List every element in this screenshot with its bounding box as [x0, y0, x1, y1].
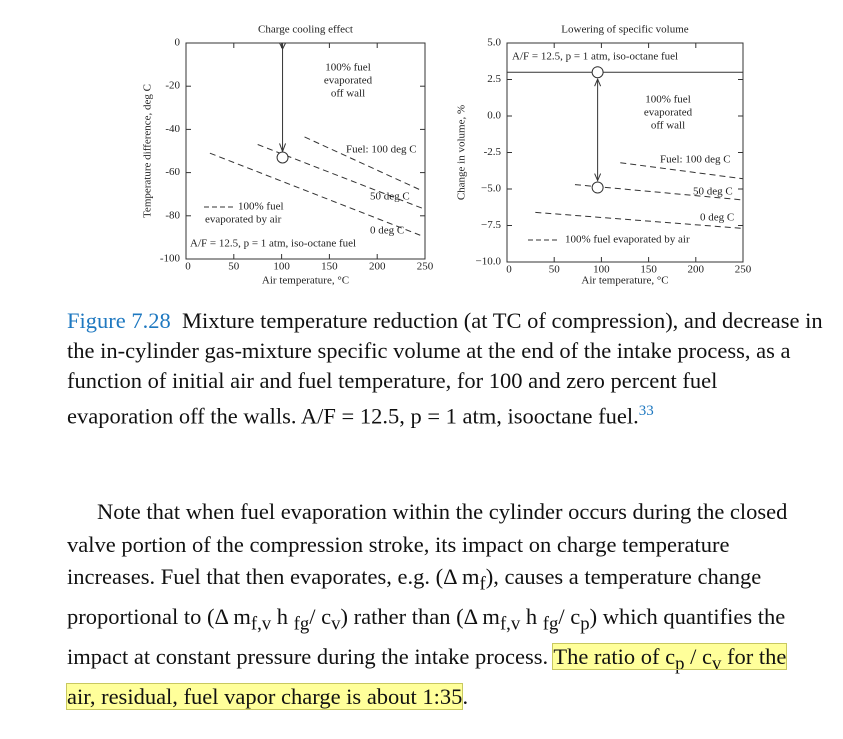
text: Note that when fuel evaporation within t… [67, 499, 788, 589]
chart-title: Charge cooling effect [258, 24, 353, 36]
x-tick-label: 50 [228, 261, 240, 273]
subscript: v [331, 613, 341, 635]
annotation: evaporated [644, 107, 693, 119]
subscript: f [479, 573, 486, 595]
y-tick-label: 2.5 [487, 73, 501, 85]
y-tick-label: 0 [175, 37, 181, 49]
x-tick-label: 100 [273, 261, 290, 273]
subscript: f,v [250, 613, 272, 635]
subscript: fg [293, 613, 310, 635]
x-tick-label: 200 [369, 261, 386, 273]
text: / c [558, 604, 581, 629]
subscript: v [712, 653, 722, 675]
caption: Figure 7.28 Mixture temperature reductio… [67, 306, 827, 432]
y-tick-label: -80 [165, 209, 180, 221]
caption-text: Mixture temperature reduction (at TC of … [67, 308, 823, 429]
text: ) which quantifies the impact at constan… [67, 604, 786, 669]
subscript: f,v [499, 613, 521, 635]
annotation: 100% fuel evaporated by air [565, 234, 690, 246]
series-label: 50 deg C [370, 191, 410, 203]
series-line [209, 152, 421, 236]
x-axis-label: Air temperature, °C [262, 275, 349, 287]
marker [276, 151, 289, 164]
series-line [620, 162, 744, 180]
text: / c [309, 604, 332, 629]
y-tick-label: −5.0 [481, 183, 501, 195]
y-axis-label: Change in volume, % [456, 105, 468, 200]
annotation: A/F = 12.5, p = 1 atm, iso-octane fuel [190, 238, 356, 250]
y-tick-label: -40 [165, 123, 180, 135]
marker [591, 66, 604, 79]
series-line [304, 136, 421, 191]
reference: 33 [638, 403, 654, 419]
paragraph: Note that when fuel evaporation within t… [65, 496, 817, 714]
x-tick-label: 250 [735, 264, 752, 276]
series-label: Fuel: 100 deg C [346, 144, 417, 156]
text: / c [684, 644, 713, 669]
chart-title: Lowering of specific volume [561, 24, 688, 36]
x-tick-label: 100 [593, 264, 610, 276]
text: for the air, residual, fuel vapor charge… [67, 644, 787, 709]
arrow-head [594, 77, 602, 87]
annotation: off wall [331, 88, 365, 100]
marker [591, 181, 604, 194]
arrow-head [279, 42, 287, 51]
y-tick-label: −10.0 [476, 256, 502, 268]
y-tick-label: -100 [160, 253, 181, 265]
annotation: off wall [651, 120, 685, 132]
annotation: 100% fuel [325, 62, 371, 74]
text: ) rather than (Δ m [340, 604, 500, 629]
series-line [574, 184, 744, 201]
y-tick-label: -20 [165, 80, 180, 92]
y-tick-label: 5.0 [487, 37, 501, 49]
text: . [462, 684, 469, 709]
annotation: 100% fuel [238, 201, 284, 213]
text: The ratio of c [553, 644, 676, 669]
text: h [520, 604, 543, 629]
x-tick-label: 150 [321, 261, 338, 273]
annotation: evaporated [324, 75, 373, 87]
annotation: 100% fuel [645, 94, 691, 106]
x-tick-label: 50 [549, 264, 561, 276]
plot-frame [506, 42, 744, 263]
series-line [535, 211, 744, 229]
x-tick-label: 250 [417, 261, 434, 273]
x-axis-label: Air temperature, °C [581, 275, 668, 287]
series-label: 50 deg C [693, 186, 733, 198]
series-label: 0 deg C [700, 212, 734, 224]
x-tick-label: 150 [640, 264, 657, 276]
y-tick-label: 0.0 [487, 110, 501, 122]
subscript: p [675, 653, 685, 675]
series-label: 0 deg C [370, 225, 404, 237]
y-tick-label: -2.5 [484, 146, 502, 158]
subscript: fg [542, 613, 559, 635]
figure-label: Figure 7.28 [67, 308, 171, 333]
x-tick-label: 0 [506, 264, 512, 276]
y-tick-label: -60 [165, 166, 180, 178]
plot-frame [185, 42, 426, 260]
subscript: p [580, 613, 590, 635]
text: h [271, 604, 294, 629]
annotation: evaporated by air [205, 214, 282, 226]
x-tick-label: 200 [688, 264, 705, 276]
figure: Charge cooling effect Air temperature, °C… [142, 24, 752, 287]
arrow-head [594, 173, 602, 182]
series-label: Fuel: 100 deg C [660, 154, 731, 166]
y-axis-label: Temperature difference, deg C [142, 84, 154, 218]
x-tick-label: 0 [185, 261, 191, 273]
y-tick-label: −7.5 [481, 219, 501, 231]
text: ), causes a temperature change proportio… [67, 564, 762, 629]
annotation: A/F = 12.5, p = 1 atm, iso-octane fuel [512, 51, 678, 63]
